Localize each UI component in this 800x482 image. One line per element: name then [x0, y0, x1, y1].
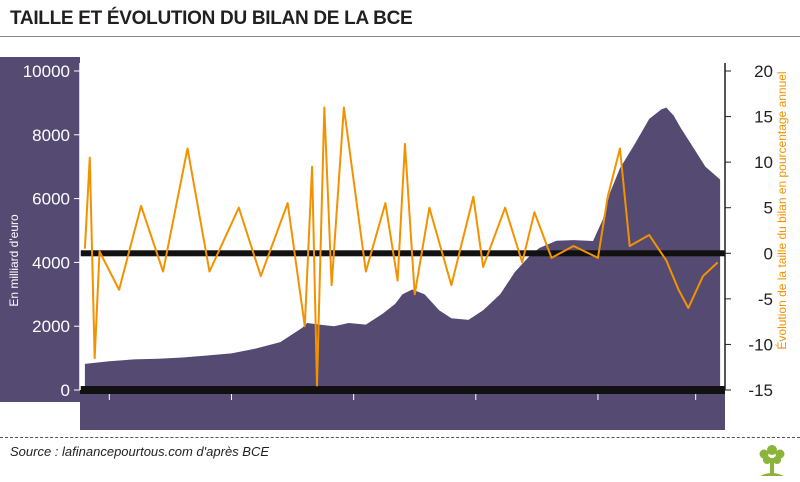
y-tick-label: 4000	[32, 253, 70, 272]
y-tick-label: 6000	[32, 190, 70, 209]
balance-sheet-chart: 0 2000 4000 6000 8000 10000 En milliard d'euro…	[7, 57, 789, 400]
y2-tick-label: 10	[754, 153, 773, 172]
y2-tick-label: -15	[748, 381, 773, 400]
y2-tick-label: -5	[758, 290, 773, 309]
zero-line-right-axis	[80, 250, 725, 257]
series-line-annual-change	[83, 106, 719, 387]
y2-axis-title: Évolution de la taille du bilan en pourc…	[774, 71, 789, 349]
title-rule	[0, 36, 800, 37]
y-tick-label: 0	[61, 381, 70, 400]
footer-divider	[0, 437, 800, 438]
y-tick-label: 10000	[23, 62, 70, 81]
tree-logo-icon	[759, 445, 785, 476]
y-axis-title: En milliard d'euro	[7, 214, 21, 307]
y-tick-label: 8000	[32, 126, 70, 145]
y2-tick-label: -10	[748, 335, 773, 354]
chart-title: TAILLE ET ÉVOLUTION DU BILAN DE LA BCE	[10, 8, 413, 29]
source-note: Source : lafinancepourtous.com d'après B…	[10, 444, 270, 459]
series-area-balance-size	[84, 107, 721, 390]
bottom-axis-band	[80, 390, 725, 430]
left-axis-band	[0, 57, 80, 402]
y2-tick-label: 20	[754, 62, 773, 81]
y2-tick-label: 5	[764, 199, 773, 218]
y2-tick-label: 15	[754, 108, 773, 127]
right-axis-band	[725, 57, 800, 402]
y2-tick-label: 0	[764, 244, 773, 263]
y-tick-label: 2000	[32, 317, 70, 336]
baseline-left-axis	[80, 386, 725, 394]
